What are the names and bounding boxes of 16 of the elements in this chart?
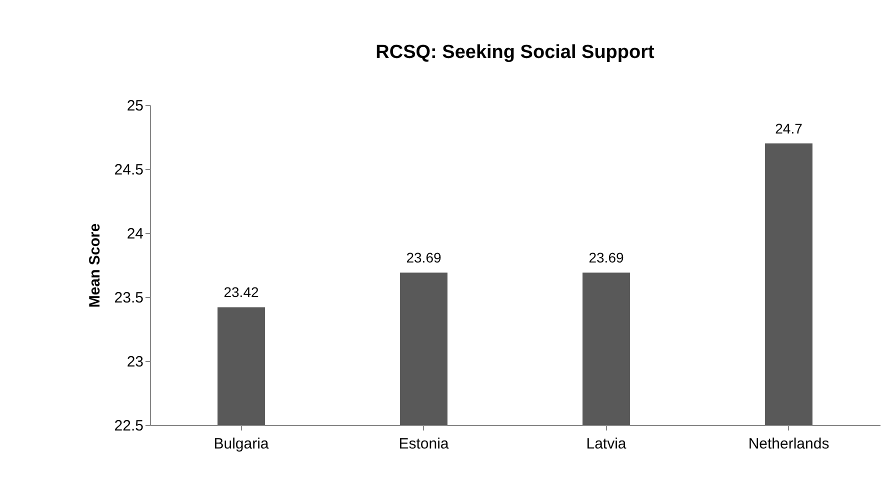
data-label: 23.69 xyxy=(406,250,442,266)
x-tick-label: Bulgaria xyxy=(214,436,270,452)
x-tick-label: Estonia xyxy=(398,436,450,452)
x-tick-label: Latvia xyxy=(586,436,627,452)
y-tick-label: 25 xyxy=(126,98,144,114)
data-label: 23.69 xyxy=(588,250,624,266)
x-tick-label: Netherlands xyxy=(748,436,830,452)
chart-title: RCSQ: Seeking Social Support xyxy=(376,42,656,63)
data-label: 24.7 xyxy=(775,120,803,136)
y-tick-label: 23.5 xyxy=(114,290,144,306)
y-tick-label: 24 xyxy=(126,226,144,242)
y-tick-label: 22.5 xyxy=(114,418,144,434)
y-axis-title: Mean Score xyxy=(86,223,104,308)
y-tick-label: 24.5 xyxy=(114,162,144,178)
y-tick-label: 23 xyxy=(126,354,144,370)
data-label: 23.42 xyxy=(224,284,259,300)
